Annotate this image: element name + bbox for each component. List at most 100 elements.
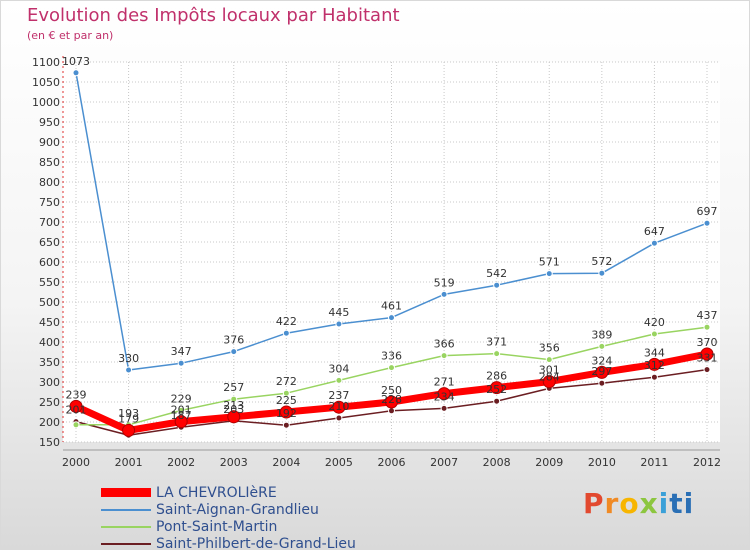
data-label: 324: [591, 354, 612, 367]
data-point: [493, 350, 501, 358]
x-tick-label: 2002: [167, 456, 195, 469]
data-label: 370: [697, 336, 718, 349]
data-label: 213: [223, 399, 244, 412]
x-tick-label: 2003: [220, 456, 248, 469]
data-point: [335, 414, 343, 422]
data-label: 571: [539, 256, 560, 269]
x-tick-label: 2008: [483, 456, 511, 469]
data-label: 376: [223, 334, 244, 347]
data-point: [335, 320, 343, 328]
x-tick-label: 2006: [378, 456, 406, 469]
y-tick-label: 500: [39, 296, 60, 309]
y-tick-label: 150: [39, 436, 60, 449]
y-tick-label: 400: [39, 336, 60, 349]
data-label: 252: [486, 383, 507, 396]
chart-subtitle: (en € et par an): [27, 29, 114, 42]
x-tick-label: 2001: [115, 456, 143, 469]
y-tick-label: 1050: [32, 76, 60, 89]
y-tick-label: 950: [39, 116, 60, 129]
proxiti-logo: Proxiti: [583, 487, 695, 520]
legend-label: Saint-Philbert-de-Grand-Lieu: [156, 536, 356, 552]
data-point: [388, 407, 395, 415]
data-point: [282, 421, 290, 429]
x-tick-label: 2012: [693, 456, 721, 469]
chart-title: Evolution des Impôts locaux par Habitant: [27, 5, 400, 26]
data-label: 237: [328, 389, 349, 402]
data-point: [332, 400, 346, 414]
data-point: [227, 410, 241, 424]
data-point: [69, 399, 83, 413]
data-label: 272: [276, 375, 297, 388]
data-point: [650, 330, 658, 338]
data-point: [703, 366, 711, 374]
data-label: 234: [434, 390, 455, 403]
data-label: 192: [276, 407, 297, 420]
data-point: [703, 219, 711, 227]
y-tick-label: 300: [39, 376, 60, 389]
data-point: [440, 404, 448, 412]
data-point: [650, 239, 658, 247]
x-tick-label: 2011: [640, 456, 668, 469]
data-label: 542: [486, 267, 507, 280]
data-label: 697: [697, 205, 718, 218]
y-tick-label: 250: [39, 396, 60, 409]
data-label: 331: [697, 352, 718, 365]
data-point: [125, 366, 133, 374]
data-point: [385, 395, 398, 409]
data-label: 422: [276, 315, 297, 328]
legend-label: Pont-Saint-Martin: [156, 519, 278, 535]
y-tick-label: 1000: [32, 96, 60, 109]
y-tick-label: 1100: [32, 56, 60, 69]
data-label: 284: [539, 370, 560, 383]
data-label: 647: [644, 225, 665, 238]
data-label: 445: [328, 306, 349, 319]
data-label: 228: [381, 393, 402, 406]
data-point: [122, 423, 136, 437]
legend-swatch: [101, 509, 151, 511]
data-point: [493, 281, 501, 289]
data-label: 1073: [62, 55, 90, 68]
data-label: 420: [644, 316, 665, 329]
data-point: [440, 352, 448, 360]
data-label: 187: [171, 409, 192, 422]
data-label: 286: [486, 370, 507, 383]
y-tick-label: 900: [39, 136, 60, 149]
data-label: 304: [328, 362, 349, 375]
y-tick-label: 600: [39, 256, 60, 269]
data-point: [493, 397, 501, 405]
data-point: [230, 348, 238, 356]
data-point: [598, 342, 606, 350]
x-tick-label: 2005: [325, 456, 353, 469]
data-point: [177, 359, 185, 367]
data-label: 312: [644, 359, 665, 372]
data-point: [598, 269, 606, 277]
data-point: [545, 356, 553, 364]
data-label: 461: [381, 300, 402, 313]
data-label: 297: [591, 365, 612, 378]
data-label: 301: [539, 364, 560, 377]
data-point: [650, 373, 658, 381]
y-tick-label: 200: [39, 416, 60, 429]
y-tick-label: 550: [39, 276, 60, 289]
data-label: 347: [171, 345, 192, 358]
data-label: 356: [539, 342, 560, 355]
y-tick-label: 850: [39, 156, 60, 169]
data-point: [388, 364, 395, 372]
data-point: [700, 347, 714, 361]
legend-swatch: [101, 543, 151, 545]
y-tick-label: 350: [39, 356, 60, 369]
data-point: [174, 415, 188, 429]
x-tick-label: 2007: [430, 456, 458, 469]
data-label: 193: [118, 407, 139, 420]
data-point: [177, 406, 185, 414]
data-point: [230, 395, 238, 403]
data-point: [279, 405, 293, 419]
data-label: 371: [486, 336, 507, 349]
data-label: 229: [171, 392, 192, 405]
data-label: 179: [118, 412, 139, 425]
x-tick-label: 2010: [588, 456, 616, 469]
legend-swatch: [101, 488, 151, 497]
data-label: 225: [276, 394, 297, 407]
